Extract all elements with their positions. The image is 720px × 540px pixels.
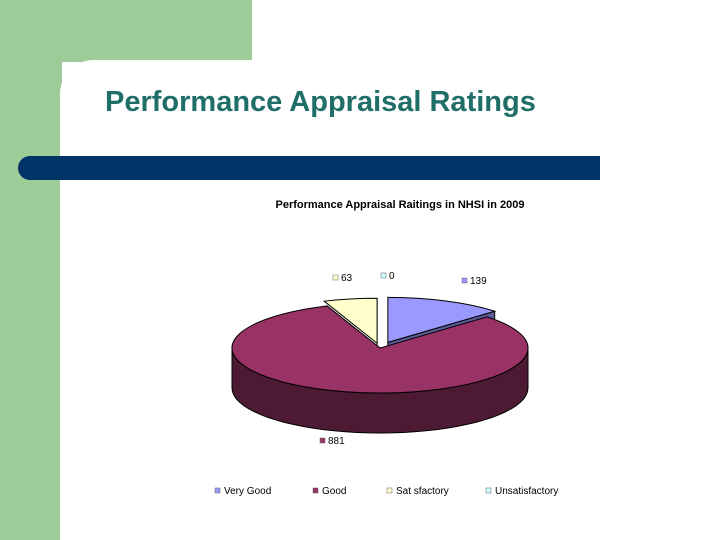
data-label-key-unsatisfactory: [380, 272, 387, 279]
slide-title: Performance Appraisal Ratings: [105, 86, 536, 118]
slice-top-sat-sfactory: [322, 297, 378, 345]
slice-top-very-good: [387, 296, 497, 344]
data-label-very-good: 139: [470, 276, 487, 287]
slice-top-good: [231, 305, 529, 394]
chart-title: Performance Appraisal Raitings in NHSI i…: [275, 199, 524, 211]
green-left-band: [0, 0, 62, 540]
legend-label-unsatisfactory: Unsatisfactory: [495, 486, 558, 497]
legend-key-good: [312, 487, 319, 494]
data-label-good: 881: [328, 436, 345, 447]
legend-label-good: Good: [322, 486, 346, 497]
data-label-key-sat-sfactory: [332, 274, 339, 281]
legend-key-sat-sfactory: [386, 487, 393, 494]
data-label-sat-sfactory: 63: [341, 273, 353, 284]
data-label-unsatisfactory: 0: [389, 271, 395, 282]
legend-label-sat-sfactory: Sat sfactory: [396, 486, 449, 497]
legend-key-unsatisfactory: [485, 487, 492, 494]
data-label-key-very-good: [461, 277, 468, 284]
data-label-key-good: [319, 437, 326, 444]
title-divider-bar: [18, 156, 600, 180]
legend-key-very-good: [214, 487, 221, 494]
legend-label-very-good: Very Good: [224, 486, 271, 497]
